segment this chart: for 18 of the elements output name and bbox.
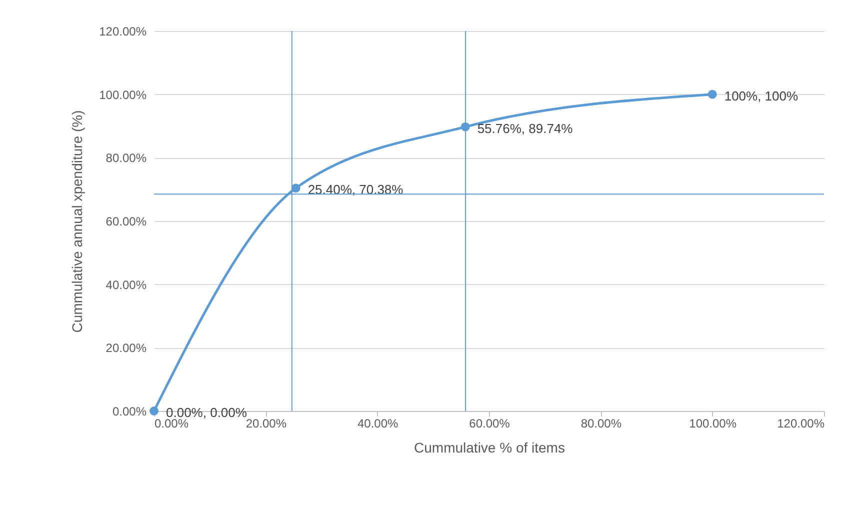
x-tick-label: 20.00% [246,416,287,430]
data-label: 25.40%, 70.38% [308,182,404,198]
y-tick-label: 40.00% [106,278,147,292]
x-tick-label: 100.00% [689,416,737,430]
data-label: 55.76%, 89.74% [477,120,574,136]
y-tick-label: 60.00% [106,214,147,228]
x-tick-label: 60.00% [469,416,510,430]
y-tick-label: 0.00% [112,404,147,418]
data-label: 100%, 100% [724,88,798,104]
y-tick-label: 120.00% [99,24,147,38]
x-tick-label: 80.00% [580,416,622,430]
x-tick-label: 40.00% [357,416,399,430]
x-tick-label: 120.00% [777,416,825,430]
y-tick-label: 100.00% [99,88,147,102]
x-axis-title: Cummulative % of items [414,440,565,456]
y-tick-label: 80.00% [106,151,147,166]
y-axis-title: Cummulative annual xpenditure (%) [69,110,86,333]
y-tick-label: 20.00% [106,341,147,356]
